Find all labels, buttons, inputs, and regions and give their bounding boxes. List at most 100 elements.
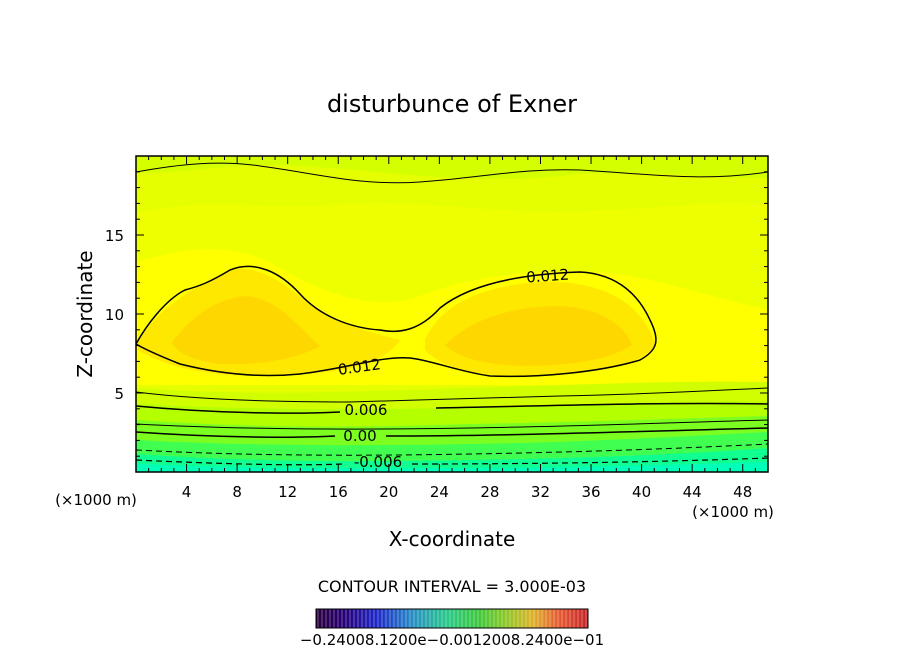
- fill-band-core2-right: [445, 306, 632, 366]
- x-tick-labels: 4 8 12 16 20 24 28 32 36 40 44 48: [182, 483, 752, 501]
- colorbar-cell: [396, 609, 401, 628]
- x-tick-label: 40: [632, 483, 651, 501]
- x-tick-label: 48: [733, 483, 752, 501]
- fill-band-top: [136, 156, 768, 180]
- colorbar-cell: [568, 609, 573, 628]
- x-tick-label: 16: [329, 483, 348, 501]
- colorbar-cell: [444, 609, 449, 628]
- colorbar-cell: [576, 609, 581, 628]
- contour-interval-text: CONTOUR INTERVAL = 3.000E-03: [318, 577, 586, 596]
- contour-label: 0.012: [526, 266, 570, 287]
- colorbar-cell: [500, 609, 505, 628]
- colorbar-cell: [484, 609, 489, 628]
- colorbar-cell: [544, 609, 549, 628]
- axis-ticks: [136, 156, 768, 472]
- colorbar-cell: [380, 609, 385, 628]
- x-axis-title: X-coordinate: [389, 527, 516, 551]
- colorbar-cell: [456, 609, 461, 628]
- colorbar-cell: [420, 609, 425, 628]
- colorbar-cell: [336, 609, 341, 628]
- colorbar-labels: −0.24008.1200e−0.0012008.2400e−01: [300, 631, 604, 649]
- colorbar-cell: [528, 609, 533, 628]
- colorbar-cell: [384, 609, 389, 628]
- y-tick-label: 15: [105, 227, 124, 245]
- contour-006b: [136, 402, 768, 414]
- colorbar-cell: [464, 609, 469, 628]
- colorbar-cell: [492, 609, 497, 628]
- x-tick-label: 28: [480, 483, 499, 501]
- colorbar-cell: [540, 609, 545, 628]
- y-tick-labels: 5 10 15: [105, 227, 124, 403]
- colorbar-cell: [436, 609, 441, 628]
- colorbar-cell: [316, 609, 321, 628]
- colorbar-cell: [352, 609, 357, 628]
- colorbar-cell: [376, 609, 381, 628]
- colorbar-cell: [388, 609, 393, 628]
- colorbar-cell: [372, 609, 377, 628]
- colorbar-cell: [428, 609, 433, 628]
- colorbar-cell: [408, 609, 413, 628]
- colorbar-cell: [480, 609, 485, 628]
- colorbar-cell: [476, 609, 481, 628]
- contour-label: -0.006: [354, 453, 402, 471]
- colorbar-cell: [580, 609, 585, 628]
- chart-title: disturbunce of Exner: [327, 90, 577, 118]
- colorbar-cell: [452, 609, 457, 628]
- colorbar-cell: [520, 609, 525, 628]
- contour-003: [136, 419, 768, 430]
- colorbar-cell: [536, 609, 541, 628]
- colorbar-cell: [320, 609, 325, 628]
- x-tick-label: 8: [232, 483, 242, 501]
- contour-top: [136, 162, 768, 184]
- colorbar-cell: [368, 609, 373, 628]
- colorbar-cell: [424, 609, 429, 628]
- colorbar-cell: [548, 609, 553, 628]
- contour-lines: [136, 162, 768, 466]
- contour-neg003: [136, 443, 768, 456]
- y-unit-label: (×1000 m): [55, 491, 137, 509]
- colorbar-cell: [400, 609, 405, 628]
- x-tick-label: 4: [182, 483, 192, 501]
- colorbar-cell: [432, 609, 437, 628]
- colorbar-cell: [324, 609, 329, 628]
- contour-labels: 0.012 0.012 0.006 0.00 -0.006: [337, 266, 570, 471]
- colorbar-cell: [552, 609, 557, 628]
- colorbar-cell: [508, 609, 513, 628]
- colorbar-cell: [448, 609, 453, 628]
- colorbar-cell: [392, 609, 397, 628]
- contour-0012-closed: [136, 265, 657, 378]
- colorbar-cell: [524, 609, 529, 628]
- x-unit-label: (×1000 m): [692, 503, 774, 521]
- fill-band-core2-left: [172, 296, 320, 365]
- colorbar-cell: [560, 609, 565, 628]
- colorbar-cell: [348, 609, 353, 628]
- colorbar-cell: [328, 609, 333, 628]
- colorbar-cell: [556, 609, 561, 628]
- colorbar-cell: [460, 609, 465, 628]
- colorbar-cell: [496, 609, 501, 628]
- colorbar-cell: [332, 609, 337, 628]
- x-tick-label: 32: [531, 483, 550, 501]
- colorbar-cell: [412, 609, 417, 628]
- colorbar: [316, 609, 589, 628]
- colorbar-cell: [340, 609, 345, 628]
- colorbar-cell: [532, 609, 537, 628]
- colorbar-cell: [504, 609, 509, 628]
- colorbar-cell: [512, 609, 517, 628]
- colorbar-cell: [416, 609, 421, 628]
- x-tick-label: 24: [430, 483, 449, 501]
- colorbar-cell: [356, 609, 361, 628]
- contour-000: [136, 427, 768, 438]
- x-tick-label: 12: [278, 483, 297, 501]
- contour-label: 0.00: [343, 427, 376, 445]
- colorbar-cell: [572, 609, 577, 628]
- y-axis-title: Z-coordinate: [73, 250, 97, 377]
- y-tick-label: 5: [114, 385, 124, 403]
- colorbar-cell: [584, 609, 589, 628]
- x-tick-label: 20: [379, 483, 398, 501]
- colorbar-cell: [516, 609, 521, 628]
- colorbar-cell: [468, 609, 473, 628]
- contour-label: 0.012: [337, 355, 382, 379]
- colorbar-cell: [564, 609, 569, 628]
